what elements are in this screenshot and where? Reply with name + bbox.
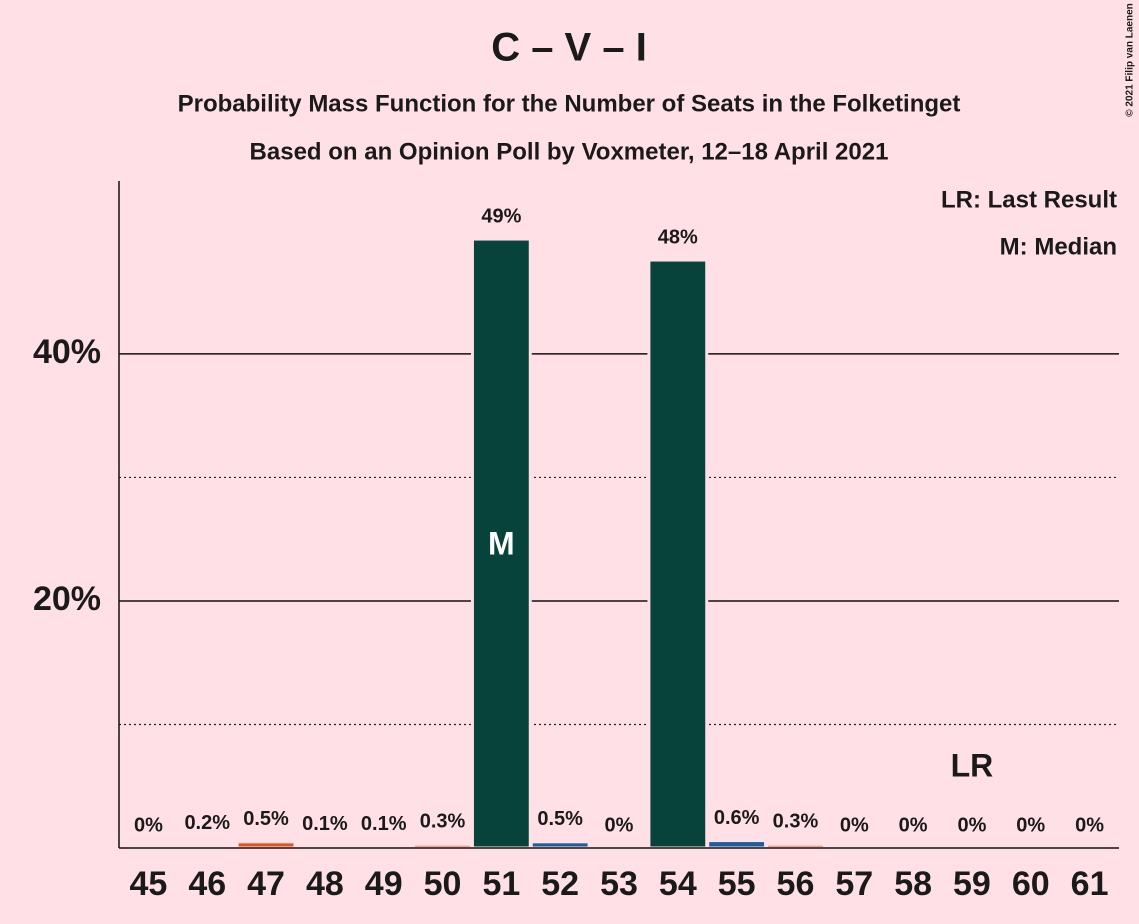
x-tick-label: 60 [1012,865,1050,903]
legend-note: M: Median [1000,233,1117,260]
x-tick-label: 49 [365,865,403,903]
y-tick-label: 40% [33,333,101,371]
value-label: 0.1% [302,813,348,835]
value-label: 49% [481,205,521,227]
x-tick-label: 52 [541,865,579,903]
chart-subtitle: Probability Mass Function for the Number… [178,90,961,117]
marker-label: LR [951,747,994,783]
x-tick-label: 55 [718,865,756,903]
x-tick-label: 58 [894,865,932,903]
x-tick-label: 59 [953,865,991,903]
bar [235,840,297,850]
value-label: 0% [899,814,928,836]
value-label: 0.2% [184,812,230,834]
value-label: 0% [1016,814,1045,836]
value-label: 0% [957,814,986,836]
bar [470,237,532,850]
x-tick-label: 50 [424,865,462,903]
value-label: 0% [134,814,163,836]
x-tick-label: 48 [306,865,344,903]
x-tick-label: 56 [777,865,815,903]
value-label: 0.5% [537,808,583,830]
x-tick-label: 51 [482,865,520,903]
chart-subtitle: Based on an Opinion Poll by Voxmeter, 12… [250,138,889,165]
x-tick-label: 53 [600,865,638,903]
y-tick-label: 20% [33,580,101,618]
value-label: 0.3% [420,811,466,833]
bar [706,839,768,850]
value-label: 0.5% [243,808,289,830]
value-label: 0% [840,814,869,836]
legend-note: LR: Last Result [941,186,1117,213]
x-tick-label: 61 [1071,865,1109,903]
x-tick-label: 47 [247,865,285,903]
copyright: © 2021 Filip van Laenen [1125,3,1136,117]
value-label: 0.6% [714,807,760,829]
value-label: 0% [605,814,634,836]
value-label: 0% [1075,814,1104,836]
value-label: 48% [658,226,698,248]
chart-title: C – V – I [491,26,647,70]
bar [529,840,591,850]
x-tick-label: 57 [835,865,873,903]
bar [647,258,709,850]
x-tick-label: 54 [659,865,697,903]
marker-label: M [488,525,515,561]
value-label: 0.1% [361,813,407,835]
x-tick-label: 46 [188,865,226,903]
value-label: 0.3% [773,811,819,833]
x-tick-label: 45 [129,865,167,903]
